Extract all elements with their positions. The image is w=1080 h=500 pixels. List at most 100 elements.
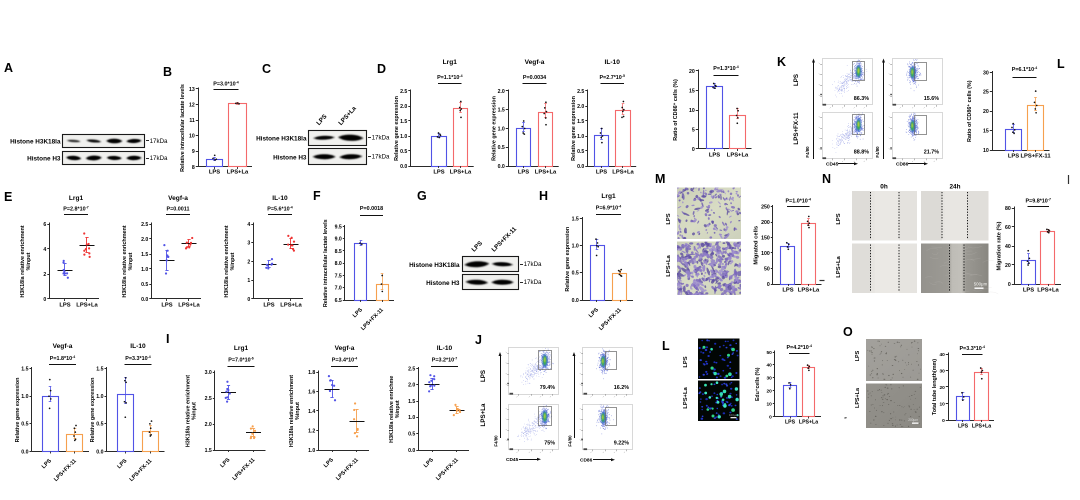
svg-text:P=9.8*10-7: P=9.8*10-7 <box>1025 198 1051 205</box>
svg-text:79.4%: 79.4% <box>540 385 555 391</box>
svg-text:0: 0 <box>1008 282 1011 288</box>
svg-text:40: 40 <box>766 363 772 369</box>
svg-text:86.3%: 86.3% <box>854 96 869 102</box>
svg-text:200: 200 <box>761 220 770 226</box>
svg-text:1.6: 1.6 <box>308 389 315 395</box>
svg-text:17kDa: 17kDa <box>150 155 168 162</box>
svg-text:LPS+La: LPS+La <box>799 420 818 426</box>
svg-text:LPS: LPS <box>709 153 720 159</box>
svg-text:P=6.9*10-4: P=6.9*10-4 <box>596 205 622 212</box>
svg-text:30: 30 <box>983 70 989 76</box>
svg-text:B: B <box>163 65 172 79</box>
svg-text:30: 30 <box>766 376 772 382</box>
svg-text:LPS+La: LPS+La <box>836 256 842 278</box>
svg-text:13: 13 <box>189 87 195 93</box>
svg-text:H3K18la relative enrichment: H3K18la relative enrichment <box>122 225 128 297</box>
svg-text:0.5: 0.5 <box>141 282 148 288</box>
svg-text:Migrated cells: Migrated cells <box>753 226 759 265</box>
svg-text:88.8%: 88.8% <box>854 149 869 155</box>
svg-text:P=0.0011: P=0.0011 <box>167 207 190 213</box>
svg-text:LPS: LPS <box>855 350 861 361</box>
svg-text:2: 2 <box>43 272 46 278</box>
svg-text:40: 40 <box>939 352 945 358</box>
svg-text:20: 20 <box>1005 263 1011 269</box>
svg-text:6: 6 <box>43 222 46 228</box>
svg-text:2.0: 2.0 <box>205 422 212 428</box>
svg-text:Histone H3: Histone H3 <box>426 280 460 287</box>
svg-text:P=5.6*10-4: P=5.6*10-4 <box>267 206 293 213</box>
svg-text:J: J <box>475 333 482 347</box>
svg-text:D: D <box>377 62 386 76</box>
svg-text:Histone H3K18la: Histone H3K18la <box>409 262 460 269</box>
svg-text:LPS+La: LPS+La <box>280 303 302 309</box>
svg-text:LPS: LPS <box>793 74 800 86</box>
svg-text:%input: %input <box>295 402 301 420</box>
svg-text:10: 10 <box>189 134 195 140</box>
svg-text:Relative gene expression: Relative gene expression <box>15 378 21 443</box>
svg-text:CD45: CD45 <box>826 162 839 168</box>
svg-text:0.5: 0.5 <box>408 432 415 438</box>
svg-text:9: 9 <box>192 149 195 155</box>
svg-text:40: 40 <box>1005 244 1011 250</box>
svg-text:P=3.3*10-4: P=3.3*10-4 <box>959 345 985 352</box>
svg-text:9.0: 9.0 <box>335 237 342 243</box>
svg-text:IL-10: IL-10 <box>437 345 453 352</box>
svg-text:H3K18la relative enrichment: H3K18la relative enrichment <box>289 375 295 447</box>
svg-text:Relative intracellular lactate: Relative intracellular lactate levels <box>323 219 329 307</box>
svg-text:Edu⁺cells (%): Edu⁺cells (%) <box>755 367 761 401</box>
svg-text:LPS+La: LPS+La <box>480 403 487 426</box>
svg-text:Vegf-a: Vegf-a <box>168 195 188 202</box>
svg-text:500μm: 500μm <box>974 282 988 287</box>
svg-text:2.0: 2.0 <box>408 383 415 389</box>
svg-text:LPS+La: LPS+La <box>612 170 634 176</box>
svg-text:1.0: 1.0 <box>21 394 28 400</box>
svg-text:M: M <box>655 172 665 186</box>
svg-text:16.2%: 16.2% <box>614 385 629 391</box>
svg-text:30: 30 <box>939 368 945 374</box>
svg-text:1.5: 1.5 <box>141 252 148 258</box>
svg-text:LPS: LPS <box>161 303 172 309</box>
svg-text:Relative gene expression: Relative gene expression <box>571 96 577 161</box>
svg-text:P=7.0*10-6: P=7.0*10-6 <box>228 357 254 364</box>
svg-text:200μm: 200μm <box>908 418 918 422</box>
svg-text:LPS: LPS <box>209 170 220 176</box>
svg-text:I: I <box>166 332 169 346</box>
svg-text:0: 0 <box>247 297 250 303</box>
svg-text:LPS+La: LPS+La <box>683 387 689 409</box>
svg-text:Lrg1: Lrg1 <box>69 195 84 202</box>
svg-text:P=0.0018: P=0.0018 <box>360 206 383 212</box>
svg-text:LPS+La: LPS+La <box>178 303 200 309</box>
svg-text:Vegf-a: Vegf-a <box>53 343 73 350</box>
svg-text:0.5: 0.5 <box>21 422 28 428</box>
svg-text:E: E <box>4 190 12 204</box>
svg-text:Lrg1: Lrg1 <box>234 345 249 352</box>
svg-text:LPS: LPS <box>836 213 842 224</box>
svg-text:100μm: 100μm <box>729 413 739 417</box>
svg-text:Relative gene expression: Relative gene expression <box>565 227 571 292</box>
svg-text:Histone H3: Histone H3 <box>273 155 307 162</box>
svg-text:%input: %input <box>395 400 401 418</box>
svg-text:Histone H3: Histone H3 <box>27 156 61 163</box>
svg-text:1.0: 1.0 <box>400 134 407 140</box>
svg-text:IL-10: IL-10 <box>605 59 621 66</box>
svg-text:CD86: CD86 <box>896 162 909 168</box>
svg-text:LPS+La: LPS+La <box>1037 288 1059 294</box>
svg-text:%input: %input <box>26 252 32 270</box>
svg-text:0.5: 0.5 <box>572 271 579 277</box>
svg-text:2.0: 2.0 <box>498 89 505 95</box>
svg-text:LPS+La: LPS+La <box>798 288 820 294</box>
svg-text:17kDa: 17kDa <box>524 261 542 268</box>
svg-text:100: 100 <box>761 251 770 257</box>
svg-text:0: 0 <box>43 297 46 303</box>
svg-text:Relative intracellular lactate: Relative intracellular lactate levels <box>180 84 186 172</box>
svg-text:N: N <box>822 172 831 186</box>
svg-text:Ratio of CD86⁺ cells (%): Ratio of CD86⁺ cells (%) <box>673 79 679 141</box>
svg-text:1.8: 1.8 <box>308 370 315 376</box>
svg-text:2.5: 2.5 <box>400 89 407 95</box>
svg-text:50: 50 <box>766 350 772 356</box>
svg-text:3.0: 3.0 <box>205 370 212 376</box>
svg-text:7.0: 7.0 <box>335 286 342 292</box>
svg-text:12: 12 <box>189 102 195 108</box>
svg-text:A: A <box>4 61 13 75</box>
svg-text:0.0: 0.0 <box>21 449 28 455</box>
